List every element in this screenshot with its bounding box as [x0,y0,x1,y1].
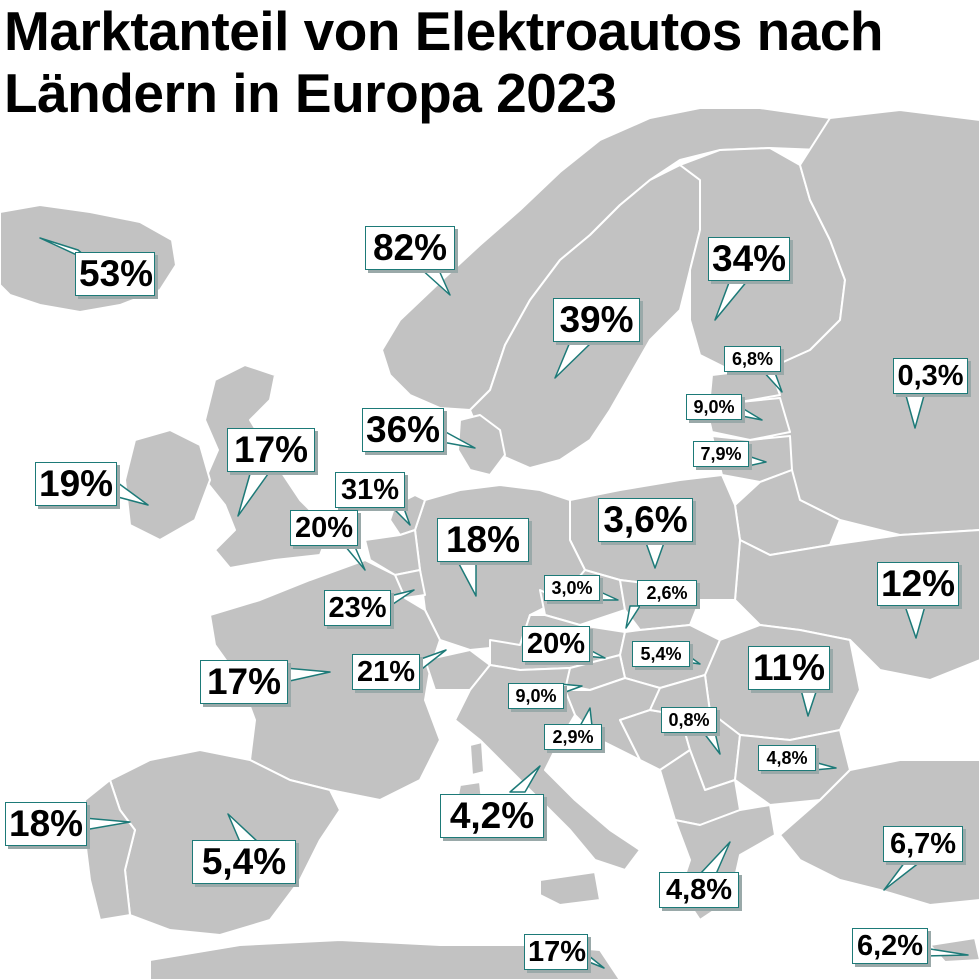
label-netherlands: 31% [335,472,405,508]
label-italy: 4,2% [440,794,544,838]
island-cyprus [929,937,980,963]
label-hungary: 5,4% [632,641,690,667]
label-iceland: 53% [75,252,155,296]
label-switzerland: 21% [352,654,420,690]
label-spain: 5,4% [192,840,296,884]
map-title: Marktanteil von Elektroautos nach Länder… [4,0,980,124]
label-luxembourg: 23% [324,590,391,626]
label-germany: 18% [437,518,529,562]
label-estonia: 6,8% [724,346,781,372]
island-corsica [469,741,485,776]
label-croatia: 2,9% [544,724,602,750]
country-portugal [84,779,136,921]
label-finland: 34% [708,237,790,281]
label-uk: 17% [227,428,315,472]
country-ireland [124,429,211,541]
title-line-2: Ländern in Europa 2023 [4,62,617,124]
label-latvia: 9,0% [686,394,742,420]
label-bulgaria: 4,8% [758,745,816,771]
label-czechia: 3,0% [544,575,600,601]
label-belgium: 20% [290,510,358,546]
label-france: 17% [200,660,288,704]
label-romania: 11% [748,646,830,690]
label-ukraine: 12% [877,562,959,606]
title-line-1: Marktanteil von Elektroautos nach [4,0,884,62]
label-austria: 20% [522,626,590,662]
label-cyprus: 6,2% [852,928,928,964]
label-turkey: 6,7% [883,826,963,862]
label-sweden: 39% [553,298,640,342]
label-poland: 3,6% [598,498,693,542]
label-norway: 82% [365,226,455,270]
country-turkey [779,759,980,906]
label-serbia: 0,8% [661,707,717,733]
label-ireland: 19% [35,462,117,506]
label-portugal: 18% [5,802,87,846]
label-denmark: 36% [362,408,444,452]
label-slovenia: 9,0% [508,683,564,709]
label-greece: 4,8% [659,872,739,908]
label-russia: 0,3% [893,358,968,394]
island-sicily [539,871,601,906]
label-malta: 17% [524,934,588,970]
label-lithuania: 7,9% [693,441,749,467]
label-slovakia: 2,6% [637,580,697,606]
